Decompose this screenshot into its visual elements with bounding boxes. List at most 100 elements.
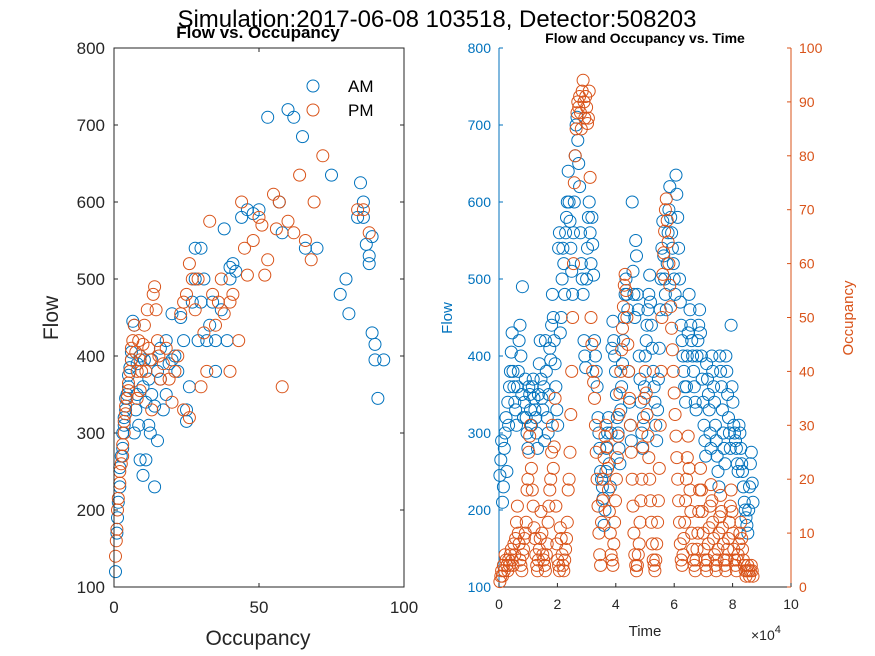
right-point-flow bbox=[680, 380, 693, 394]
right-point-flow bbox=[673, 272, 686, 286]
right-point-occupancy bbox=[608, 515, 622, 529]
right-point-flow bbox=[532, 357, 546, 371]
right-point-occupancy bbox=[572, 100, 586, 114]
left-point-am bbox=[365, 230, 379, 244]
left-point-pm bbox=[159, 341, 173, 355]
right-point-occupancy bbox=[651, 515, 665, 529]
right-right-y-tick-label: 60 bbox=[799, 256, 815, 272]
left-point-am bbox=[252, 203, 266, 217]
right-point-occupancy bbox=[524, 461, 538, 475]
right-point-occupancy bbox=[638, 364, 652, 378]
right-point-flow bbox=[545, 287, 559, 301]
left-point-am bbox=[220, 334, 234, 348]
left-point-pm bbox=[223, 295, 237, 309]
right-point-occupancy bbox=[723, 499, 737, 513]
right-point-occupancy bbox=[623, 391, 636, 405]
left-point-am bbox=[188, 272, 202, 286]
right-point-flow bbox=[511, 364, 525, 378]
right-point-flow bbox=[651, 372, 665, 386]
left-point-am bbox=[111, 495, 125, 509]
right-point-flow bbox=[601, 426, 615, 440]
flow-vs-occupancy-axes: Flow vs. Occupancy 0 50 100 100 200 300 400 500… bbox=[40, 23, 418, 650]
left-y-tick-label: 200 bbox=[77, 501, 105, 520]
right-point-flow bbox=[512, 334, 526, 348]
left-point-am bbox=[194, 241, 208, 255]
left-point-pm bbox=[232, 334, 246, 348]
right-point-flow bbox=[587, 268, 601, 282]
right-point-flow bbox=[725, 380, 739, 394]
right-point-occupancy bbox=[603, 526, 617, 540]
right-point-flow bbox=[567, 195, 581, 209]
right-scatter-points bbox=[493, 73, 760, 589]
right-point-occupancy bbox=[669, 429, 683, 443]
left-point-pm bbox=[246, 234, 260, 247]
left-point-am bbox=[356, 195, 370, 209]
left-point-am bbox=[145, 388, 159, 401]
left-x-tick-label: 100 bbox=[390, 598, 418, 617]
legend-am-marker bbox=[306, 79, 320, 93]
left-point-pm bbox=[130, 391, 144, 405]
right-point-occupancy bbox=[548, 391, 562, 405]
right-point-occupancy bbox=[733, 526, 747, 540]
right-x-multiplier: ×104 bbox=[751, 624, 781, 643]
right-point-flow bbox=[684, 318, 698, 332]
right-point-occupancy bbox=[566, 311, 580, 324]
right-point-flow bbox=[493, 468, 507, 482]
right-point-flow bbox=[514, 349, 528, 363]
right-point-occupancy bbox=[654, 364, 668, 378]
right-point-flow bbox=[736, 480, 750, 494]
right-point-flow bbox=[695, 372, 709, 386]
right-point-flow bbox=[685, 334, 699, 348]
right-point-flow bbox=[550, 403, 564, 417]
right-point-occupancy bbox=[678, 515, 692, 529]
right-point-flow bbox=[652, 341, 666, 355]
right-point-flow bbox=[651, 403, 665, 417]
left-point-pm bbox=[177, 403, 191, 417]
right-point-flow bbox=[639, 334, 653, 348]
left-point-pm bbox=[119, 399, 133, 413]
right-right-y-tick-label: 90 bbox=[799, 94, 815, 110]
right-point-flow bbox=[513, 318, 527, 332]
right-point-flow bbox=[712, 480, 726, 494]
left-point-am bbox=[110, 526, 124, 540]
left-point-pm bbox=[261, 253, 275, 267]
right-point-flow bbox=[671, 210, 685, 224]
right-point-flow bbox=[573, 180, 587, 194]
right-point-flow bbox=[692, 318, 706, 332]
right-point-occupancy bbox=[745, 564, 759, 578]
right-point-occupancy bbox=[721, 542, 735, 556]
left-y-axis-label: Flow bbox=[40, 295, 63, 340]
left-point-pm bbox=[146, 287, 160, 301]
right-chart-title: Flow and Occupancy vs. Time bbox=[545, 30, 745, 46]
right-point-flow bbox=[508, 395, 522, 409]
right-point-occupancy bbox=[539, 548, 553, 562]
right-point-occupancy bbox=[725, 505, 739, 518]
right-point-occupancy bbox=[609, 472, 623, 486]
right-point-flow bbox=[497, 441, 511, 455]
left-point-pm bbox=[180, 287, 193, 301]
left-point-am bbox=[177, 334, 191, 348]
right-point-flow bbox=[591, 411, 605, 425]
right-point-flow bbox=[630, 287, 644, 301]
left-point-am bbox=[165, 307, 179, 321]
right-point-flow bbox=[526, 372, 540, 386]
right-point-occupancy bbox=[658, 203, 672, 217]
right-point-flow bbox=[687, 380, 701, 394]
left-x-tick-label: 50 bbox=[250, 598, 269, 617]
right-left-y-tick-label: 600 bbox=[468, 194, 492, 210]
right-point-flow bbox=[545, 318, 559, 332]
right-point-flow bbox=[582, 195, 596, 209]
left-point-pm bbox=[191, 272, 205, 286]
right-point-flow bbox=[681, 326, 695, 340]
right-right-y-tick-label: 20 bbox=[799, 471, 815, 487]
right-point-flow bbox=[679, 395, 693, 409]
right-point-occupancy bbox=[684, 505, 698, 518]
right-point-occupancy bbox=[543, 483, 557, 497]
right-point-occupancy bbox=[581, 117, 594, 130]
right-point-occupancy bbox=[646, 553, 660, 567]
right-point-occupancy bbox=[557, 564, 571, 578]
left-point-pm bbox=[156, 357, 170, 371]
right-point-flow bbox=[705, 349, 719, 363]
right-point-flow bbox=[690, 349, 704, 363]
right-point-occupancy bbox=[595, 494, 609, 508]
